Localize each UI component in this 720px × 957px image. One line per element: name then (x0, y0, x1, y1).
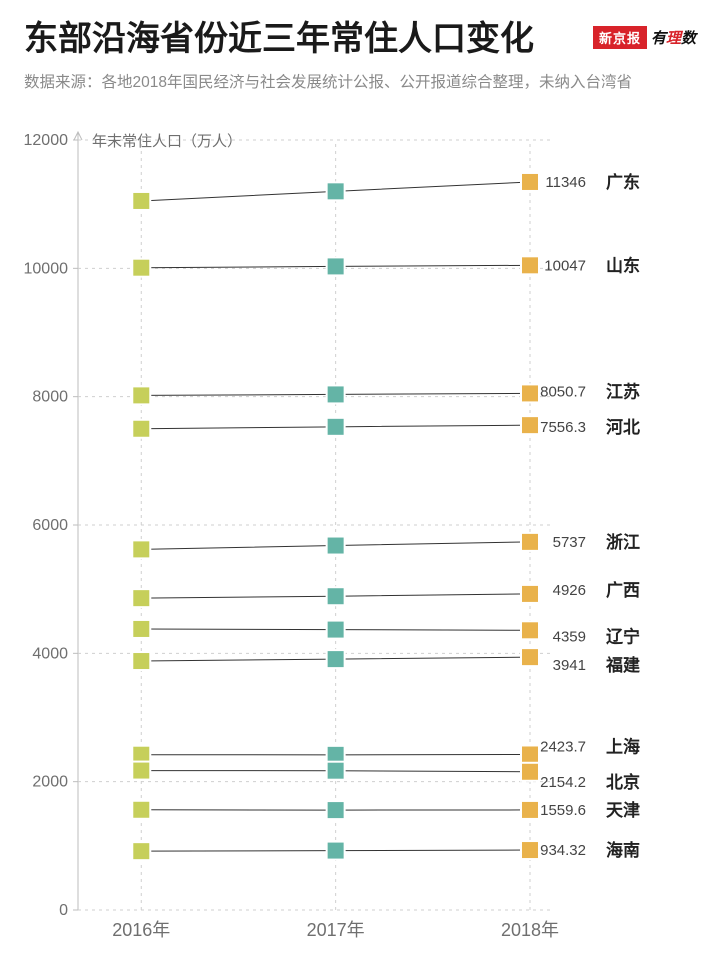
data-marker (327, 801, 345, 819)
chart-title: 东部沿海省份近三年常住人口变化 (24, 20, 534, 59)
value-label: 4926 (553, 582, 586, 599)
data-marker (132, 762, 150, 780)
data-marker (327, 762, 345, 780)
svg-text:2018年: 2018年 (501, 920, 559, 940)
population-chart: 0 2000 4000 6000 8000 10000 12000 年末常住人口（万人） 201… (0, 120, 720, 957)
svg-text:2016年: 2016年 (112, 920, 170, 940)
province-label: 福建 (605, 655, 640, 675)
value-label: 2154.2 (540, 774, 586, 791)
province-label: 广西 (606, 580, 640, 600)
province-label: 北京 (606, 772, 640, 792)
data-marker (327, 182, 345, 200)
data-marker (521, 841, 539, 859)
data-marker (132, 192, 150, 210)
value-label: 5737 (553, 534, 586, 551)
value-label: 2423.7 (540, 738, 586, 755)
data-marker (132, 652, 150, 670)
value-label: 4359 (553, 628, 586, 645)
province-label: 山东 (606, 255, 640, 275)
province-label: 天津 (606, 800, 640, 820)
data-marker (327, 587, 345, 605)
brand-block: 新京报 有理数 (593, 26, 696, 49)
data-marker (327, 842, 345, 860)
svg-text:年末常住人口（万人）: 年末常住人口（万人） (92, 133, 242, 150)
data-marker (132, 589, 150, 607)
data-marker (521, 256, 539, 274)
data-marker (521, 621, 539, 639)
value-label: 1559.6 (540, 802, 586, 819)
data-marker (521, 763, 539, 781)
data-marker (327, 257, 345, 275)
value-label: 7556.3 (540, 419, 586, 436)
data-marker (521, 585, 539, 603)
data-marker (521, 173, 539, 191)
brand-badge: 新京报 (593, 26, 647, 49)
data-marker (521, 533, 539, 551)
data-marker (521, 801, 539, 819)
data-marker (327, 418, 345, 436)
data-marker (132, 386, 150, 404)
province-label: 辽宁 (606, 626, 640, 646)
data-marker (327, 621, 345, 639)
data-marker (327, 537, 345, 555)
data-marker (521, 745, 539, 763)
province-label: 河北 (606, 418, 640, 437)
value-label: 8050.7 (540, 383, 586, 400)
data-marker (132, 801, 150, 819)
data-marker (132, 540, 150, 558)
value-label: 10047 (544, 257, 586, 274)
value-label: 11346 (545, 174, 586, 191)
svg-text:12000: 12000 (24, 132, 69, 149)
svg-text:2017年: 2017年 (307, 920, 365, 940)
province-label: 海南 (606, 840, 640, 860)
data-marker (132, 842, 150, 860)
data-marker (132, 420, 150, 438)
svg-text:4000: 4000 (32, 645, 68, 662)
value-label: 934.32 (540, 842, 586, 859)
province-label: 上海 (606, 736, 640, 756)
province-label: 浙江 (606, 532, 640, 552)
brand-text: 有理数 (651, 27, 696, 48)
data-marker (521, 384, 539, 402)
svg-text:10000: 10000 (24, 260, 69, 277)
svg-text:6000: 6000 (32, 517, 68, 534)
data-marker (327, 385, 345, 403)
data-marker (521, 416, 539, 434)
svg-text:8000: 8000 (32, 389, 68, 406)
province-label: 江苏 (606, 381, 640, 401)
data-marker (132, 620, 150, 638)
province-label: 广东 (606, 172, 640, 192)
data-source: 数据来源：各地2018年国民经济与社会发展统计公报、公开报道综合整理，未纳入台湾… (0, 65, 720, 94)
svg-text:2000: 2000 (32, 774, 68, 791)
data-marker (521, 648, 539, 666)
value-label: 3941 (553, 657, 586, 674)
svg-text:0: 0 (59, 902, 68, 919)
data-marker (327, 650, 345, 668)
data-marker (132, 259, 150, 277)
